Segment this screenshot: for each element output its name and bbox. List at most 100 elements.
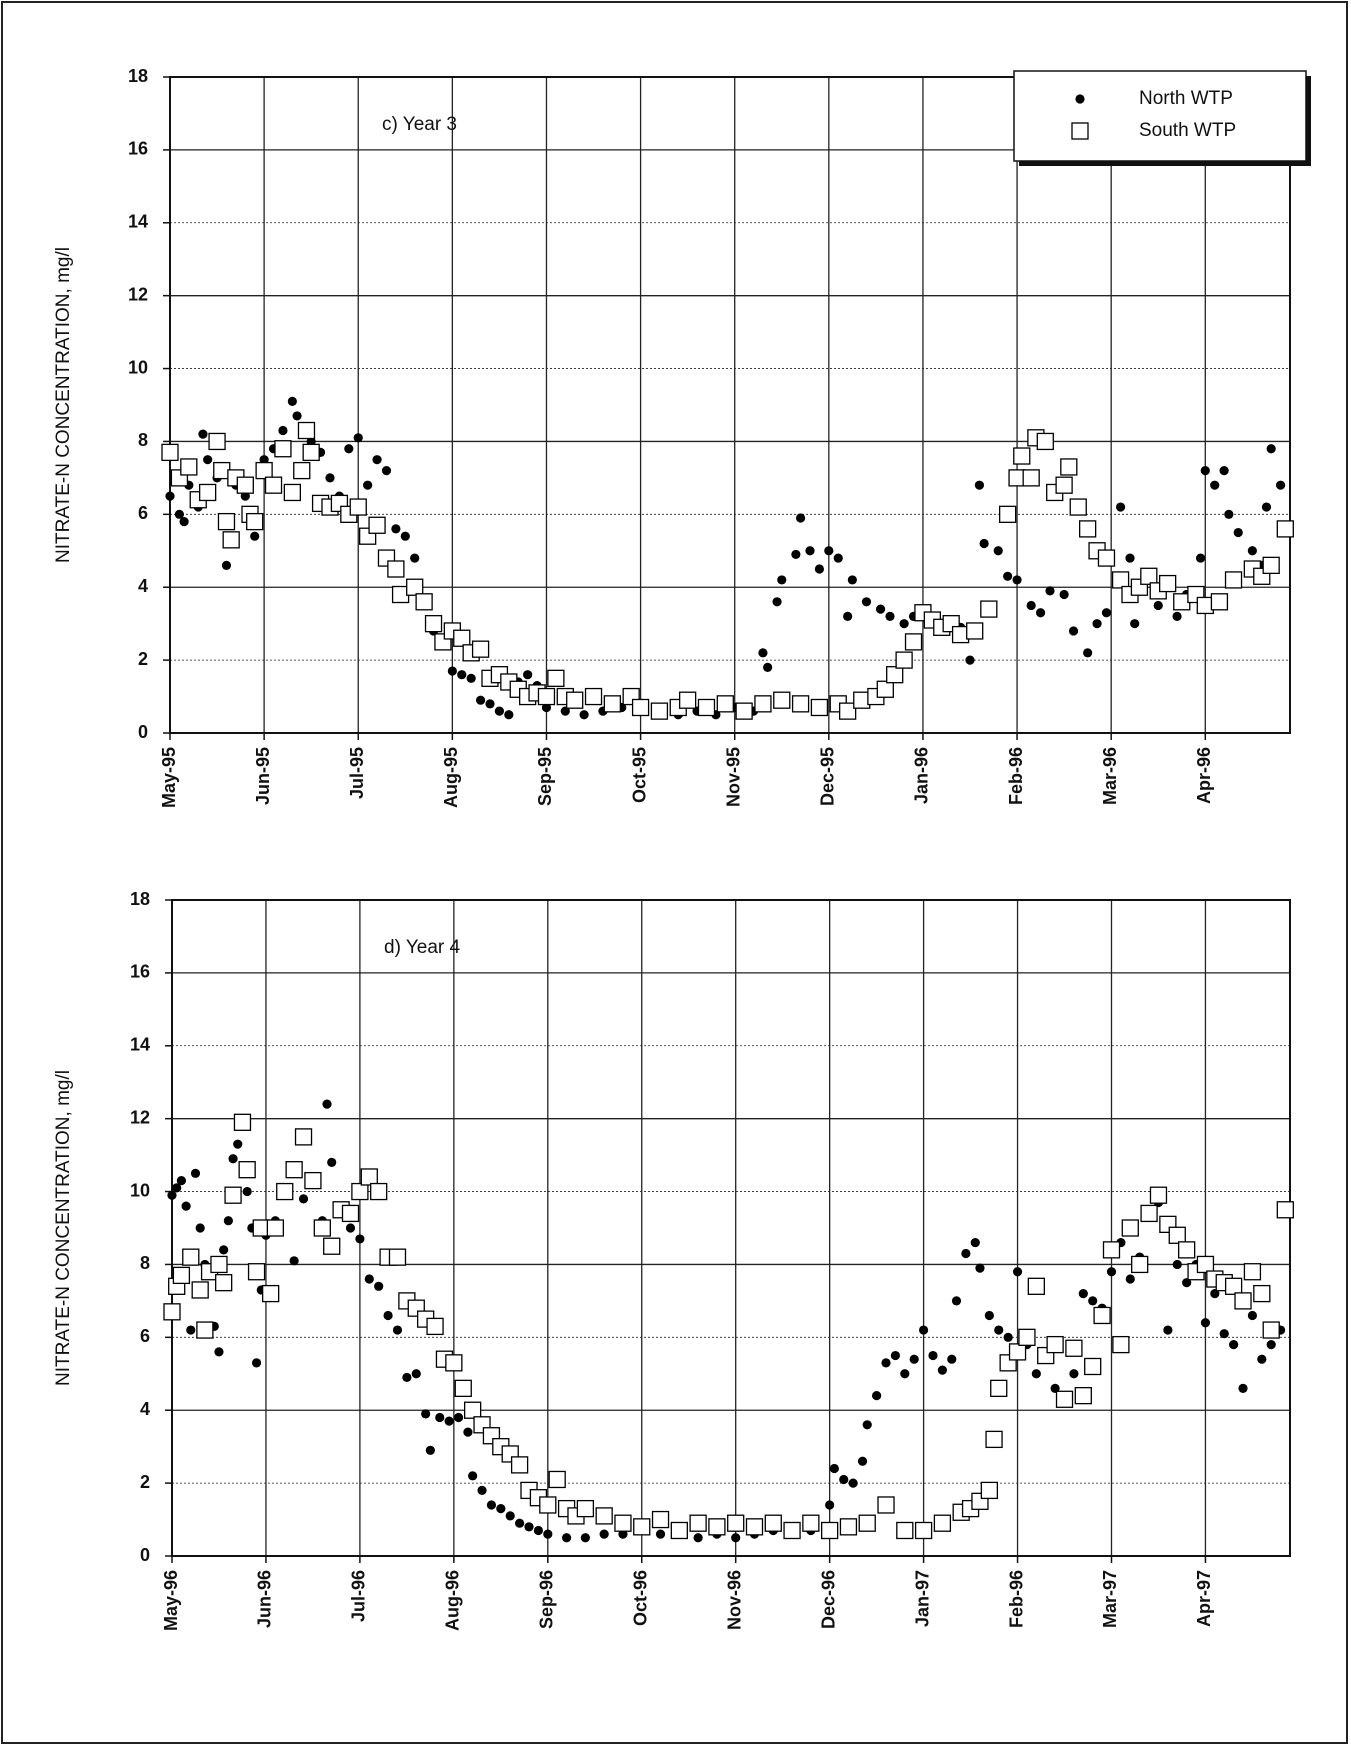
x-tick-label: Oct-95 xyxy=(629,747,649,803)
dot-point xyxy=(1092,619,1102,629)
dot-point xyxy=(392,1325,403,1335)
square-point xyxy=(161,443,179,462)
square-point xyxy=(510,1456,529,1474)
dot-point xyxy=(504,710,514,720)
square-point xyxy=(1140,567,1158,585)
square-point xyxy=(735,702,753,720)
square-point xyxy=(764,1514,782,1532)
dot-point xyxy=(174,509,185,519)
y-tick-label: 16 xyxy=(130,962,150,982)
square-point xyxy=(1131,1255,1149,1274)
dot-point xyxy=(233,1139,243,1149)
dot-point xyxy=(1238,1383,1248,1393)
x-tick-label: Sep-96 xyxy=(537,1570,557,1629)
dot-point xyxy=(176,1176,186,1186)
y-tick-label: 16 xyxy=(128,139,148,159)
square-point xyxy=(791,695,810,713)
y-tick-label: 14 xyxy=(130,1035,150,1055)
annotation: c) Year 3 xyxy=(382,114,457,135)
x-tick-label: Jul-96 xyxy=(349,1570,369,1622)
dot-point xyxy=(486,1500,497,1510)
dot-point xyxy=(824,546,834,556)
square-point xyxy=(1168,1226,1186,1244)
dot-point xyxy=(937,1365,947,1375)
square-point xyxy=(266,1219,284,1237)
dot-point xyxy=(825,1500,835,1510)
dot-point xyxy=(391,524,401,534)
y-tick-label: 4 xyxy=(140,1399,150,1419)
square-point xyxy=(1102,1241,1121,1259)
square-point xyxy=(370,1182,388,1201)
square-point xyxy=(215,1274,233,1292)
dot-point xyxy=(372,455,382,465)
dot-point xyxy=(250,531,260,541)
dot-point xyxy=(322,1099,332,1109)
dot-point xyxy=(857,1456,868,1466)
dot-point xyxy=(839,1474,849,1485)
plot-area xyxy=(169,76,1291,734)
square-point xyxy=(424,615,443,633)
y-tick-label: 2 xyxy=(140,1472,150,1492)
dot-point xyxy=(1101,608,1112,618)
annotation: d) Year 4 xyxy=(384,937,460,958)
dot-point xyxy=(1045,586,1055,596)
square-point xyxy=(1022,469,1040,487)
square-point xyxy=(1078,520,1097,538)
x-tick-label: Sep-95 xyxy=(535,747,555,806)
square-point xyxy=(222,531,240,549)
square-point xyxy=(323,1237,341,1255)
dot-point xyxy=(1261,502,1272,512)
dot-point xyxy=(167,1190,177,1200)
dot-point xyxy=(289,1256,299,1266)
square-point xyxy=(1055,476,1073,494)
dot-point xyxy=(485,699,495,709)
dot-point xyxy=(890,1350,901,1361)
dot-point xyxy=(186,1325,196,1335)
square-point xyxy=(820,1521,839,1540)
dot-point xyxy=(523,670,533,680)
square-point xyxy=(196,1321,214,1339)
x-tick-label: Dec-95 xyxy=(818,747,838,806)
dot-point xyxy=(466,673,476,683)
square-point xyxy=(576,1499,595,1518)
dot-point xyxy=(190,1168,201,1178)
dot-point xyxy=(984,1310,994,1321)
square-point xyxy=(745,1518,764,1536)
x-tick-label: Jul-95 xyxy=(347,747,367,799)
dot-point xyxy=(843,611,853,621)
square-point xyxy=(584,687,603,706)
dot-point xyxy=(425,1445,435,1455)
dot-point xyxy=(453,1412,464,1423)
square-point xyxy=(351,1182,369,1201)
square-point xyxy=(246,512,264,531)
dot-point xyxy=(795,513,806,523)
square-point xyxy=(1084,1357,1102,1376)
square-point xyxy=(633,1518,651,1536)
y-tick-label: 2 xyxy=(138,649,148,669)
dot-point xyxy=(496,1504,506,1514)
y-tick-label: 4 xyxy=(138,576,148,596)
square-point xyxy=(783,1521,801,1540)
dot-point xyxy=(1069,1369,1079,1379)
square-point xyxy=(426,1317,444,1336)
dot-point xyxy=(345,1223,356,1233)
square-point xyxy=(1234,1292,1252,1310)
dot-point xyxy=(1125,1274,1135,1284)
dot-point xyxy=(947,1354,957,1364)
dot-point xyxy=(1266,444,1276,454)
dot-point xyxy=(198,429,208,439)
dot-point xyxy=(881,1358,891,1368)
square-point xyxy=(313,1219,331,1237)
dot-point xyxy=(363,480,373,490)
dot-point xyxy=(410,553,420,563)
dot-point xyxy=(228,1154,238,1164)
dot-point xyxy=(861,597,872,607)
square-point xyxy=(1013,447,1031,465)
dot-point xyxy=(965,655,975,665)
square-point xyxy=(566,691,584,709)
square-point xyxy=(1262,556,1280,575)
dot-point xyxy=(875,604,886,614)
dot-point xyxy=(580,1533,590,1543)
dot-point xyxy=(1003,571,1013,581)
